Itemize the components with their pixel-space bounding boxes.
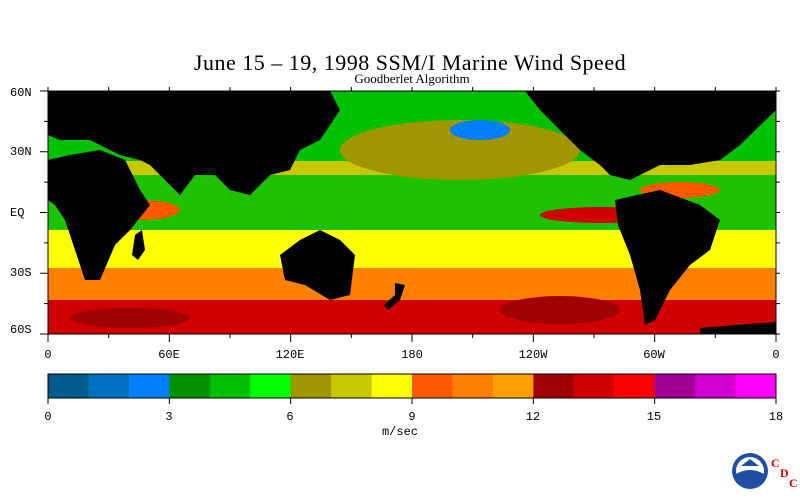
colorbar-swatch (128, 374, 170, 398)
colorbar-swatch (492, 374, 534, 398)
north-america-landmass (525, 91, 776, 180)
lon-label-0: 0 (44, 348, 52, 362)
colorbar-swatch (250, 374, 292, 398)
colorbar-label-3: 3 (165, 410, 173, 424)
colorbar-swatch (412, 374, 453, 398)
colorbar-swatch (290, 374, 332, 398)
map-title: June 15 – 19, 1998 SSM/I Marine Wind Spe… (193, 50, 627, 75)
lon-label-120w: 120W (518, 348, 548, 362)
colorbar-swatch (331, 374, 373, 398)
colorbar-swatch (533, 374, 575, 398)
colorbar-label-6: 6 (286, 410, 294, 424)
map-ticks (40, 87, 780, 342)
colorbar-swatch (614, 374, 656, 398)
cdc-letter-c1: C (771, 456, 780, 470)
madagascar-landmass (132, 230, 145, 260)
lat-label-60s: 60S (10, 323, 32, 337)
lon-label-180: 180 (401, 348, 423, 362)
colorbar-swatch (695, 374, 737, 398)
lon-label-0-east: 0 (772, 348, 780, 362)
north-pacific-calm (450, 120, 510, 140)
greenland-landmass (720, 91, 776, 120)
south-pacific-storm (500, 296, 620, 324)
new-zealand-landmass (384, 283, 405, 310)
colorbar-swatch (48, 374, 89, 398)
colorbar-swatch (371, 374, 413, 398)
africa-landmass (48, 150, 150, 280)
colorbar-label-12: 12 (525, 410, 541, 424)
colorbar-swatch (573, 374, 615, 398)
antarctica-landmass (700, 322, 776, 334)
colorbar-swatch (654, 374, 696, 398)
cdc-letter-d: D (780, 466, 789, 480)
australia-landmass (280, 230, 355, 300)
lon-label-60e: 60E (158, 348, 180, 362)
lon-label-120e: 120E (275, 348, 305, 362)
colorbar (47, 373, 777, 404)
colorbar-swatch (169, 374, 211, 398)
colorbar-label-18: 18 (768, 410, 784, 424)
map-subtitle: Goodberlet Algorithm (354, 71, 470, 86)
lat-label-60n: 60N (10, 86, 32, 100)
south-indian-storm (70, 308, 190, 328)
colorbar-swatch (735, 374, 777, 398)
lat-label-eq: EQ (10, 206, 25, 220)
cdc-letter-c2: C (789, 476, 798, 490)
colorbar-label-0: 0 (44, 410, 52, 424)
lat-label-30s: 30S (10, 266, 32, 280)
north-pacific-high (340, 120, 580, 180)
lon-label-60w: 60W (643, 348, 665, 362)
colorbar-units: m/sec (381, 425, 418, 439)
colorbar-label-15: 15 (646, 410, 662, 424)
lat-label-30n: 30N (10, 145, 32, 159)
colorbar-swatch (209, 374, 251, 398)
noaa-logo (732, 453, 768, 489)
colorbar-swatch (88, 374, 130, 398)
colorbar-swatch (452, 374, 494, 398)
colorbar-label-9: 9 (408, 410, 416, 424)
eurasia-landmass (48, 91, 340, 195)
south-america-landmass (615, 190, 720, 325)
